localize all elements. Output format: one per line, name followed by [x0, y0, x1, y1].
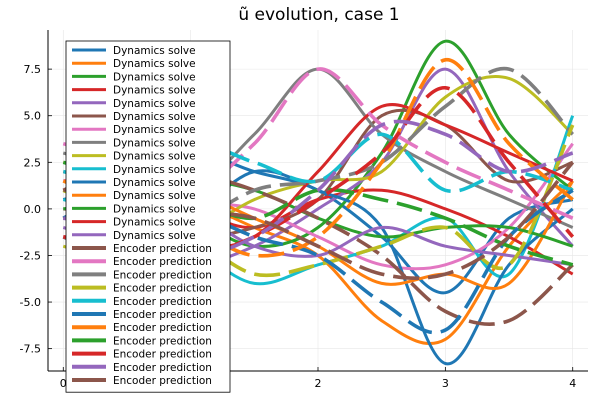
legend-entry-7: Dynamics solve [113, 124, 196, 136]
legend-entry-15: Dynamics solve [113, 230, 196, 242]
legend-entry-9: Dynamics solve [113, 151, 196, 163]
legend-entry-8: Dynamics solve [113, 137, 196, 149]
y-tick-label-5: 5.0 [24, 110, 42, 123]
y-tick-label-6: 7.5 [24, 63, 42, 76]
legend-entry-14: Dynamics solve [113, 217, 196, 229]
legend-entry-1: Dynamics solve [113, 45, 196, 57]
y-tick-label-0: -7.5 [20, 343, 41, 356]
legend-entry-25: Encoder prediction [113, 362, 212, 374]
legend-entry-3: Dynamics solve [113, 71, 196, 83]
legend-entry-22: Encoder prediction [113, 322, 212, 334]
x-tick-label-4: 4 [569, 377, 576, 390]
legend-entry-10: Dynamics solve [113, 164, 196, 176]
legend-entry-12: Dynamics solve [113, 190, 196, 202]
x-tick-label-3: 3 [442, 377, 449, 390]
series-line-19 [62, 124, 575, 278]
legend-entry-20: Encoder prediction [113, 296, 212, 308]
legend-entry-6: Dynamics solve [113, 111, 196, 123]
x-tick-label-0: 0 [60, 377, 67, 390]
legend-entry-4: Dynamics solve [113, 85, 196, 97]
legend-entry-17: Encoder prediction [113, 256, 212, 268]
y-tick-label-2: -2.5 [20, 249, 41, 262]
legend-entry-16: Encoder prediction [113, 243, 212, 255]
y-tick-label-4: 2.5 [24, 156, 42, 169]
legend-entry-11: Dynamics solve [113, 177, 196, 189]
chart-title: ũ evolution, case 1 [238, 5, 399, 25]
legend-entry-19: Encoder prediction [113, 283, 212, 295]
legend-entry-13: Dynamics solve [113, 203, 196, 215]
legend-entry-21: Encoder prediction [113, 309, 212, 321]
legend-entry-18: Encoder prediction [113, 269, 212, 281]
legend-entry-2: Dynamics solve [113, 58, 196, 70]
legend-entry-26: Encoder prediction [113, 375, 212, 387]
y-tick-label-1: -5.0 [20, 296, 41, 309]
legend-entry-5: Dynamics solve [113, 98, 196, 110]
x-tick-label-2: 2 [315, 377, 322, 390]
legend-entry-23: Encoder prediction [113, 335, 212, 347]
y-tick-label-3: 0.0 [24, 203, 42, 216]
legend-entry-24: Encoder prediction [113, 349, 212, 361]
legend-box [65, 40, 231, 393]
series-line-22 [62, 58, 574, 258]
